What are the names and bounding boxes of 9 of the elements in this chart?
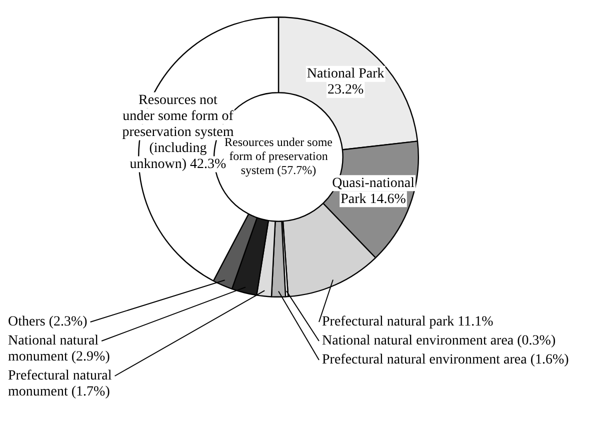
- data-label: 23.2%: [328, 82, 364, 98]
- slice-label: Quasi-national Park 14.6%: [332, 176, 415, 207]
- slice-label: Prefectural natural environment area (1.6%): [322, 352, 570, 368]
- slice-label: National natural monument (2.9%): [8, 334, 110, 365]
- slice-label: Prefectural natural park 11.1%: [322, 314, 494, 330]
- slice-label: National natural environment area (0.3%): [322, 334, 556, 349]
- slice-label: Prefectural natural monument (1.7%): [8, 368, 112, 400]
- slice-label: Others (2.3%): [8, 314, 88, 330]
- slice-label: National Park: [306, 66, 384, 82]
